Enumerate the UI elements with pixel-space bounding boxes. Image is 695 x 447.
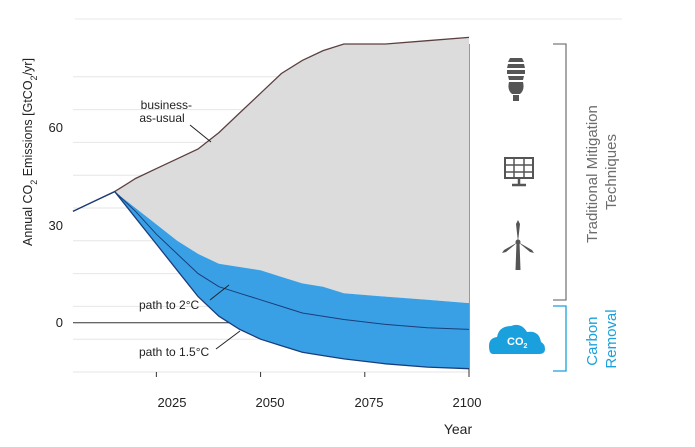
annotation-bau-line2: as-usual: [139, 111, 184, 125]
annotation-2c: path to 2°C: [139, 284, 230, 312]
annotation-bau-line1: business-: [141, 98, 192, 112]
mitigation-bracket: Traditional Mitigation Techniques: [553, 43, 620, 301]
mitigation-label: Traditional Mitigation Techniques: [584, 101, 620, 243]
removal-label-line1: Carbon: [584, 316, 601, 365]
annotation-2c-label: path to 2°C: [139, 298, 200, 312]
annotation-2c-leader: [209, 284, 230, 301]
annotation-bau-leader: [189, 124, 212, 143]
solar-panel-icon: [504, 157, 534, 187]
x-tick-label: 2075: [355, 395, 384, 410]
y-tick-label: 60: [49, 120, 63, 135]
x-tick-label: 2050: [256, 395, 285, 410]
series-lines: [72, 36, 470, 370]
x-tick-label: 2025: [158, 395, 187, 410]
wind-turbine-icon: [502, 220, 534, 270]
y-ticks: 60 30 0: [49, 120, 63, 330]
y-tick-label: 0: [56, 315, 63, 330]
y-axis-title: Annual CO2 Emissions [GtCO2/yr]: [21, 58, 39, 246]
light-bulb-icon: [507, 58, 525, 101]
annotation-15c-label: path to 1.5°C: [139, 345, 210, 359]
mitigation-bracket-line: [553, 43, 567, 301]
annotation-bau: business- as-usual: [139, 98, 212, 143]
annotation-15c: path to 1.5°C: [139, 330, 241, 359]
x-tick-label: 2100: [453, 395, 482, 410]
removal-bracket-line: [553, 305, 567, 372]
y-tick-label: 30: [49, 218, 63, 233]
series-bau-line: [72, 36, 470, 212]
annotation-bau-label: business- as-usual: [139, 98, 195, 125]
removal-area: [114, 191, 469, 369]
removal-label-line2: Removal: [603, 309, 620, 368]
bau-area: [114, 37, 469, 304]
removal-bracket: Carbon Removal: [553, 305, 620, 372]
mitigation-label-line1: Traditional Mitigation: [584, 105, 601, 243]
series-15c-line: [72, 190, 470, 370]
co2-cloud-icon: CO2: [489, 324, 545, 354]
series-2c-line: [72, 191, 470, 330]
areas: [114, 37, 469, 369]
x-axis-title: Year: [444, 421, 473, 437]
x-ticks: 2025 2050 2075 2100: [158, 395, 482, 410]
mitigation-label-line2: Techniques: [603, 134, 620, 210]
removal-label: Carbon Removal: [584, 309, 620, 368]
annotation-15c-leader: [215, 330, 241, 350]
co2-badge-text: CO2: [507, 336, 528, 350]
